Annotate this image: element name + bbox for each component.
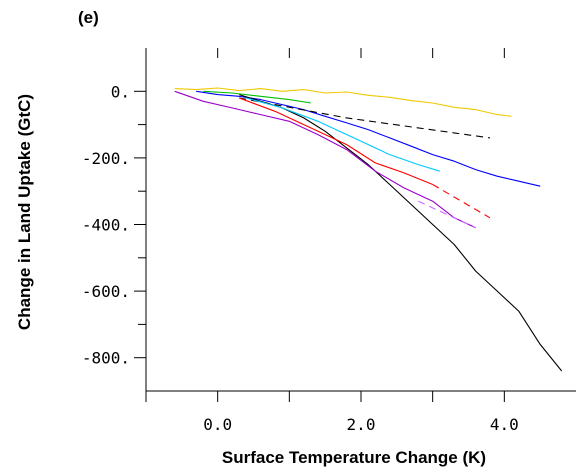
tick-layer: 0.0 2.0 4.0 0. -200. -400. -600. -800. xyxy=(82,48,519,434)
y-tick-label: -600. xyxy=(82,282,130,301)
y-tick-label: -200. xyxy=(82,149,130,168)
x-tick-label: 2.0 xyxy=(347,415,376,434)
x-tick-label: 4.0 xyxy=(490,415,519,434)
series-line-4 xyxy=(239,97,491,139)
series-line-10 xyxy=(203,90,311,104)
series-line-2 xyxy=(196,90,541,187)
y-axis-title: Change in Land Uptake (GtC) xyxy=(15,94,34,330)
x-tick-label: 0.0 xyxy=(203,415,232,434)
series-line-8 xyxy=(418,200,476,229)
series-line-6 xyxy=(432,184,491,219)
plot-frame xyxy=(145,58,576,392)
y-tick-label: -800. xyxy=(82,349,130,368)
series-line-3 xyxy=(239,94,563,372)
series-line-5 xyxy=(239,97,433,186)
y-tick-label: -400. xyxy=(82,216,130,235)
x-axis-title: Surface Temperature Change (K) xyxy=(222,448,486,467)
series-line-9 xyxy=(246,97,440,172)
series-line-1 xyxy=(174,87,512,117)
series-line-7 xyxy=(174,90,476,229)
series-layer xyxy=(174,87,563,372)
y-tick-label: 0. xyxy=(111,82,130,101)
panel-label: (e) xyxy=(78,8,99,27)
